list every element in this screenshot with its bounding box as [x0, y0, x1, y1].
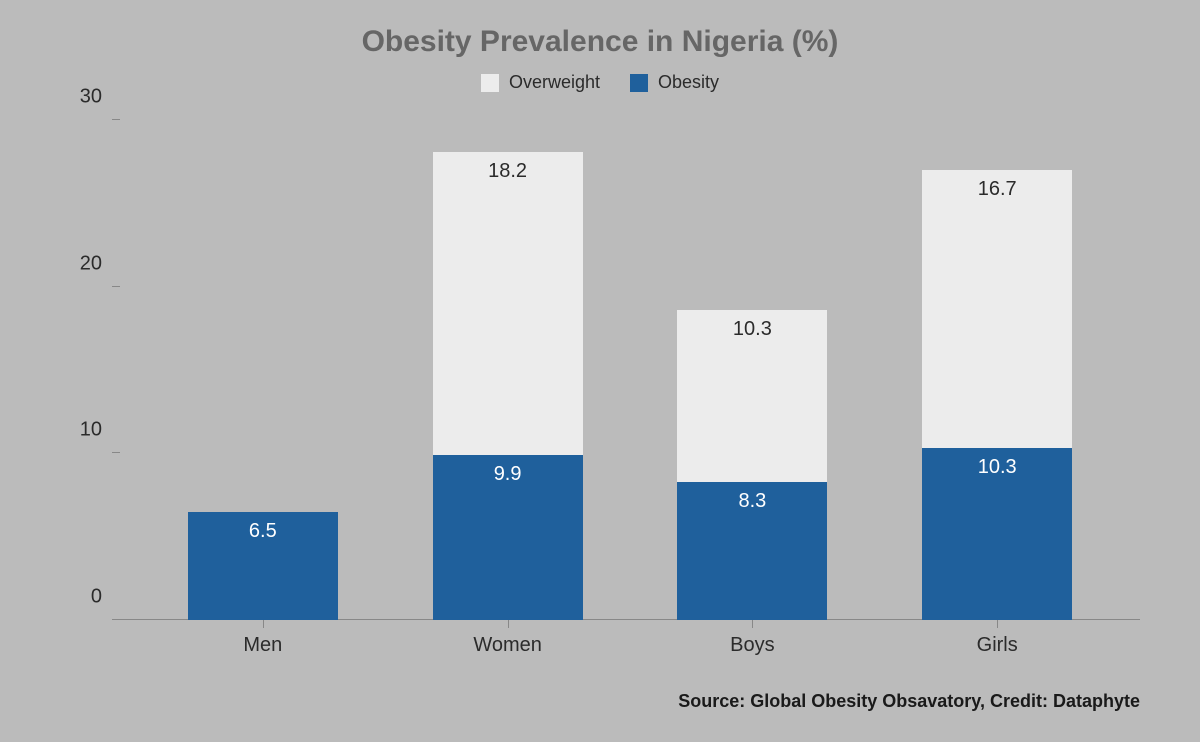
y-axis-tick	[112, 452, 120, 453]
y-axis-tick-label: 30	[80, 86, 102, 109]
x-axis-category-label: Boys	[730, 634, 774, 657]
legend-swatch-overweight	[481, 74, 499, 92]
legend-label-overweight: Overweight	[509, 72, 600, 93]
bar-segment-obesity: 10.3	[922, 448, 1072, 620]
x-axis-category-label: Men	[243, 634, 282, 657]
chart-title: Obesity Prevalence in Nigeria (%)	[0, 25, 1200, 59]
y-axis-tick-label: 10	[80, 419, 102, 442]
bar-segment-overweight: 10.3	[677, 310, 827, 482]
x-axis-tick	[997, 620, 998, 628]
bar-value-label: 8.3	[677, 490, 827, 513]
y-axis-tick	[112, 619, 120, 620]
bar-value-label: 16.7	[922, 178, 1072, 201]
y-axis-tick	[112, 286, 120, 287]
bar-segment-overweight: 18.2	[433, 152, 583, 455]
bar-value-label: 6.5	[188, 520, 338, 543]
bar-segment-overweight: 16.7	[922, 170, 1072, 448]
bar-value-label: 9.9	[433, 463, 583, 486]
legend-item-overweight: Overweight	[481, 72, 600, 93]
y-axis-tick-label: 0	[91, 586, 102, 609]
x-axis-tick	[752, 620, 753, 628]
legend: Overweight Obesity	[0, 72, 1200, 93]
bar-value-label: 18.2	[433, 160, 583, 183]
plot-area: 0102030Men6.5Women9.918.2Boys8.310.3Girl…	[120, 120, 1140, 620]
legend-item-obesity: Obesity	[630, 72, 719, 93]
source-credit: Source: Global Obesity Obsavatory, Credi…	[678, 691, 1140, 712]
y-axis-tick-label: 20	[80, 252, 102, 275]
x-axis-category-label: Women	[473, 634, 542, 657]
bar-value-label: 10.3	[922, 456, 1072, 479]
legend-swatch-obesity	[630, 74, 648, 92]
bar-segment-obesity: 9.9	[433, 455, 583, 620]
x-axis-tick	[263, 620, 264, 628]
bar-segment-obesity: 6.5	[188, 512, 338, 620]
bar-segment-obesity: 8.3	[677, 482, 827, 620]
x-axis-category-label: Girls	[977, 634, 1018, 657]
x-axis-tick	[508, 620, 509, 628]
bar-value-label: 10.3	[677, 318, 827, 341]
y-axis-tick	[112, 119, 120, 120]
legend-label-obesity: Obesity	[658, 72, 719, 93]
